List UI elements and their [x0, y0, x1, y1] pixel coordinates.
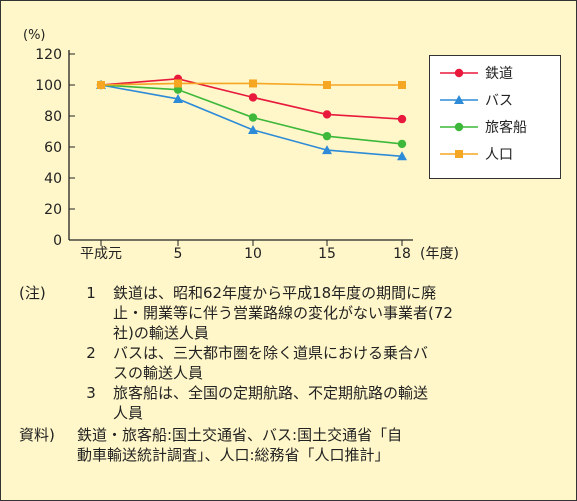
x-tick-label: 15	[318, 246, 336, 262]
source-block: 資料) 鉄道・旅客船:国土交通省、バス:国土交通省「自 動車輸送統計調査」、人口…	[19, 425, 575, 465]
legend-label: バス	[485, 93, 513, 109]
data-point	[174, 79, 182, 88]
y-tick-label: 80	[44, 109, 62, 125]
note-text: 社)の輸送人員	[113, 324, 209, 342]
legend-marker	[454, 122, 464, 132]
x-tick-label: 10	[244, 246, 262, 262]
x-tick-label: 5	[174, 246, 183, 262]
x-tick-label: 18	[393, 246, 411, 262]
y-tick-label: 20	[44, 202, 62, 218]
legend: 鉄道 バス 旅客船 人口	[429, 55, 561, 179]
line-chart: 0 20 40 60 80 100 120 (%) 平成元 5 10 15 18 (年度)	[23, 28, 459, 262]
note-text: 人員	[113, 404, 144, 422]
source-text: 動車輸送統計調査」、人口:総務省「人口推計」	[77, 446, 390, 464]
x-tick-label: 平成元	[80, 246, 122, 262]
legend-marker	[454, 95, 464, 104]
note-text: 止・開業等に伴う営業路線の変化がない事業者(72	[113, 304, 453, 322]
legend-label: 鉄道	[485, 66, 513, 82]
data-point	[249, 79, 257, 88]
data-point	[97, 81, 105, 89]
note-item-1: (注) 1 鉄道は、昭和62年度から平成18年度の期間に廃 止・開業等に伴う営業…	[19, 283, 575, 343]
note-number: 1	[86, 284, 96, 302]
note-number: 3	[86, 384, 96, 402]
notes-block: (注) 1 鉄道は、昭和62年度から平成18年度の期間に廃 止・開業等に伴う営業…	[19, 283, 575, 465]
note-text: バスは、三大都市圏を除く道県における乗合バ	[113, 344, 429, 362]
data-point	[173, 85, 183, 94]
note-text: 旅客船は、全国の定期航路、不定期航路の輸送	[113, 384, 429, 402]
legend-label: 旅客船	[485, 119, 527, 136]
y-tick-label: 0	[53, 233, 62, 249]
note-text: スの輸送人員	[113, 364, 204, 382]
data-point	[397, 139, 407, 149]
data-point	[323, 81, 331, 89]
legend-label: 人口	[485, 147, 513, 163]
data-point	[322, 110, 332, 119]
data-point	[248, 113, 258, 122]
y-tick-label: 40	[44, 171, 62, 187]
note-item-2: 2 バスは、三大都市圏を除く道県における乗合バ スの輸送人員	[19, 343, 575, 383]
y-tick-label: 100	[35, 78, 62, 94]
source-text: 鉄道・旅客船:国土交通省、バス:国土交通省「自	[77, 426, 403, 444]
data-point	[248, 93, 258, 102]
y-tick-label: 60	[44, 140, 62, 156]
legend-marker	[455, 150, 463, 158]
source-label: 資料)	[19, 426, 55, 444]
data-point	[397, 151, 407, 161]
note-number: 2	[86, 344, 96, 362]
notes-label: (注)	[19, 284, 46, 302]
note-item-3: 3 旅客船は、全国の定期航路、不定期航路の輸送 人員	[19, 383, 575, 423]
data-point	[322, 131, 332, 141]
legend-marker	[454, 68, 464, 78]
data-point	[397, 114, 407, 124]
y-unit-label: (%)	[23, 28, 46, 43]
y-tick-label: 120	[35, 47, 62, 63]
data-point	[248, 124, 258, 134]
x-unit-label: (年度)	[420, 246, 459, 262]
data-point	[398, 81, 406, 89]
data-point	[322, 145, 332, 155]
note-text: 鉄道は、昭和62年度から平成18年度の期間に廃	[113, 284, 437, 302]
data-point	[173, 93, 183, 103]
